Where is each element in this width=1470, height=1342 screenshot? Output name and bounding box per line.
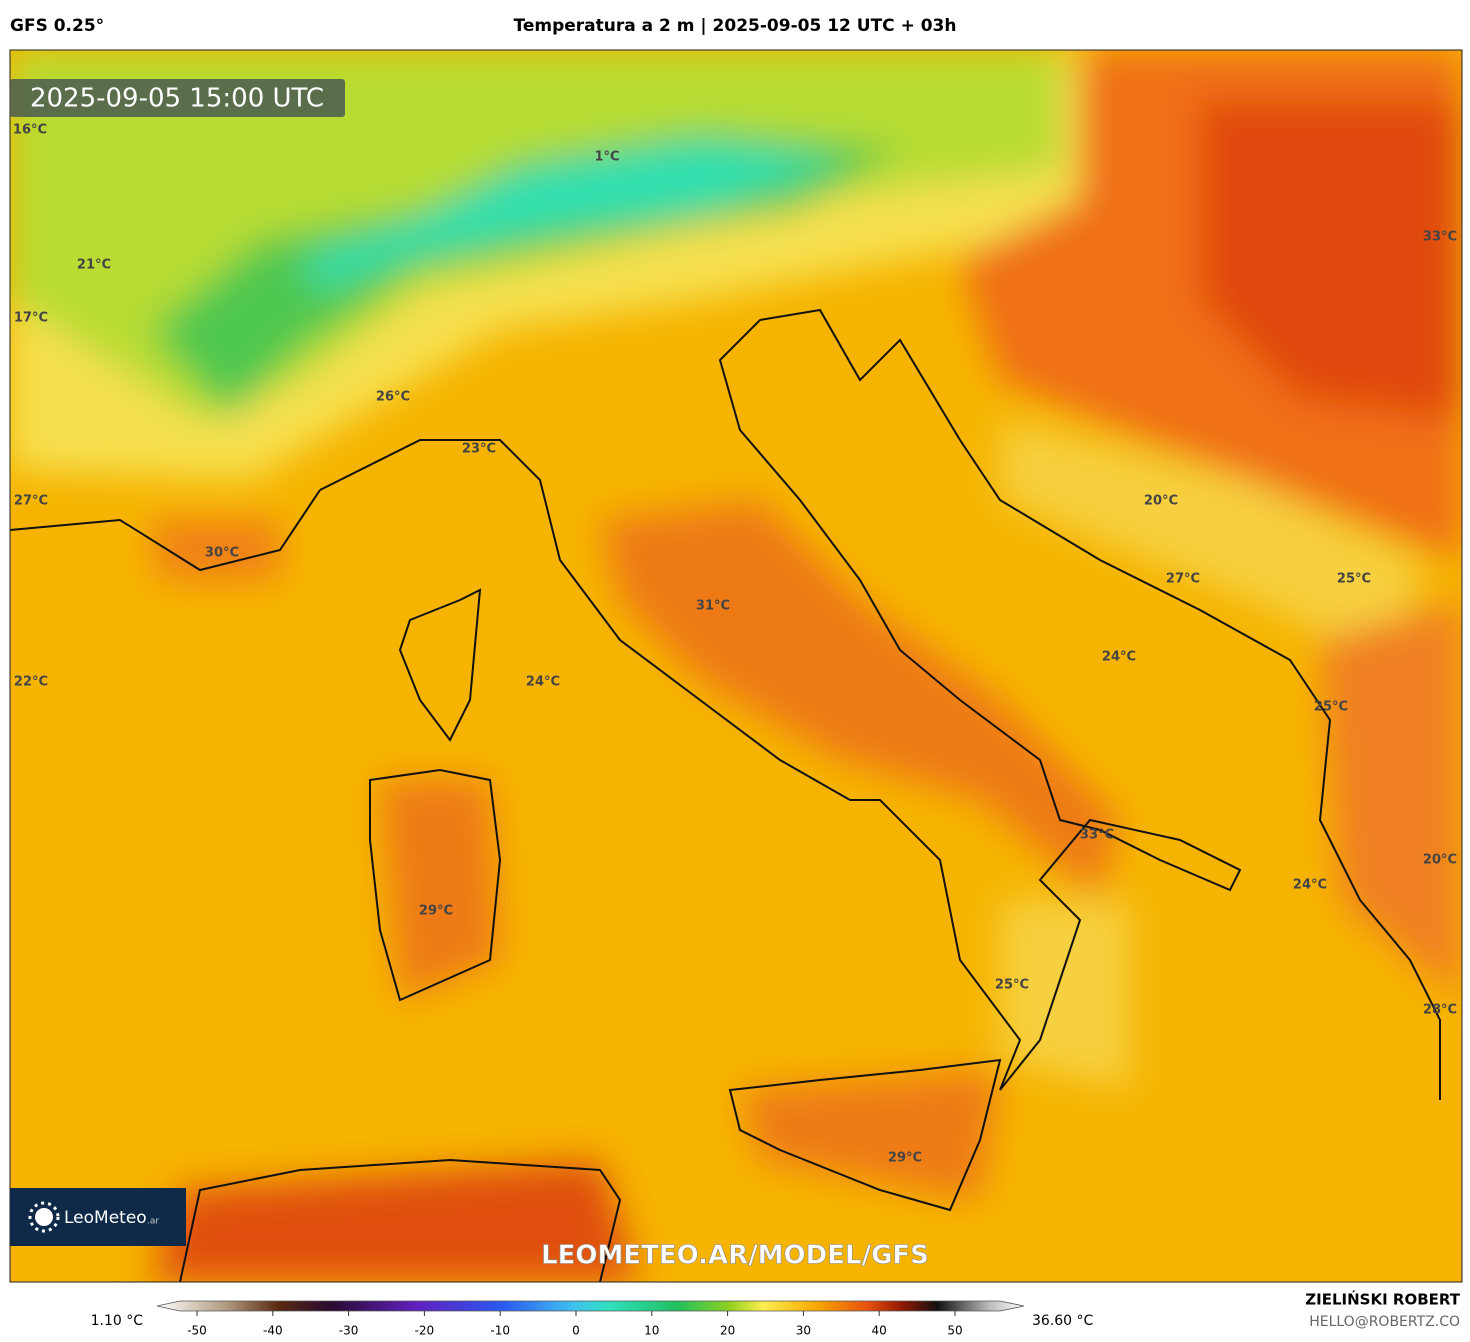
email: HELLO@ROBERTZ.CO bbox=[1309, 1314, 1460, 1330]
colorbar-tick-label: -20 bbox=[415, 1324, 435, 1338]
watermark: LEOMETEO.AR/MODEL/GFS bbox=[541, 1241, 929, 1271]
map-title: Temperatura a 2 m | 2025-09-05 12 UTC + … bbox=[514, 16, 957, 36]
colorbar-max: 36.60 °C bbox=[1032, 1313, 1094, 1329]
temperature-label: 21°C bbox=[77, 258, 111, 273]
temperature-label: 1°C bbox=[594, 150, 619, 165]
colorbar bbox=[156, 1300, 1025, 1312]
temperature-label: 23°C bbox=[462, 442, 496, 457]
temperature-label: 29°C bbox=[888, 1151, 922, 1166]
colorbar-tick-label: -30 bbox=[339, 1324, 359, 1338]
logo-name: LeoMeteo bbox=[64, 1208, 147, 1228]
colorbar-tick-label: 10 bbox=[644, 1324, 659, 1338]
coastlines bbox=[10, 308, 1441, 1282]
colorbar-tick-label: 20 bbox=[720, 1324, 735, 1338]
timestamp: 2025-09-05 15:00 UTC bbox=[30, 84, 324, 114]
temperature-label: 27°C bbox=[14, 494, 48, 509]
temperature-label: 26°C bbox=[376, 390, 410, 405]
temperature-label: 30°C bbox=[205, 546, 239, 561]
temperature-label: 20°C bbox=[1144, 494, 1178, 509]
temperature-label: 16°C bbox=[13, 123, 47, 138]
temperature-label: 17°C bbox=[14, 311, 48, 326]
temperature-label: 24°C bbox=[1102, 650, 1136, 665]
logo-sun bbox=[35, 1208, 53, 1226]
model-name: GFS 0.25° bbox=[10, 16, 104, 36]
colorbar-ticks: -50 -40 -30 -20 -10 0 10 20 30 40 50 bbox=[187, 1311, 963, 1338]
author: ZIELIŃSKI ROBERT bbox=[1305, 1290, 1460, 1309]
temperature-label: 31°C bbox=[696, 599, 730, 614]
logo-rays bbox=[28, 1201, 60, 1233]
colorbar-tick-label: -50 bbox=[187, 1324, 207, 1338]
temperature-label: 27°C bbox=[1166, 572, 1200, 587]
temperature-field bbox=[10, 50, 1462, 1282]
temperature-label: 24°C bbox=[1293, 878, 1327, 893]
temperature-label: 24°C bbox=[526, 675, 560, 690]
map bbox=[10, 50, 1462, 1282]
temperature-label: 33°C bbox=[1080, 828, 1114, 843]
logo-suffix: .ar bbox=[147, 1217, 159, 1227]
colorbar-tick-label: 50 bbox=[947, 1324, 962, 1338]
colorbar-tick-label: 40 bbox=[872, 1324, 887, 1338]
temperature-label: 25°C bbox=[1314, 700, 1348, 715]
colorbar-tick-label: -10 bbox=[490, 1324, 510, 1338]
temperature-label: 25°C bbox=[1337, 572, 1371, 587]
temperature-label: 20°C bbox=[1423, 853, 1457, 868]
temperature-label: 22°C bbox=[14, 675, 48, 690]
temperature-label: 33°C bbox=[1423, 230, 1457, 245]
timestamp-box bbox=[10, 79, 345, 117]
colorbar-tick-label: 30 bbox=[796, 1324, 811, 1338]
colorbar-tick-label: -40 bbox=[263, 1324, 283, 1338]
temperature-label: 25°C bbox=[995, 978, 1029, 993]
map-labels: 16°C 1°C 33°C 21°C 17°C 26°C 23°C 27°C 20°C 30°C 2… bbox=[13, 123, 1457, 1166]
map-frame bbox=[9, 49, 1463, 1283]
colorbar-tick-label: 0 bbox=[572, 1324, 580, 1338]
temperature-label: 29°C bbox=[419, 904, 453, 919]
colorbar-min: 1.10 °C bbox=[91, 1313, 144, 1329]
temperature-label: 28°C bbox=[1423, 1003, 1457, 1018]
